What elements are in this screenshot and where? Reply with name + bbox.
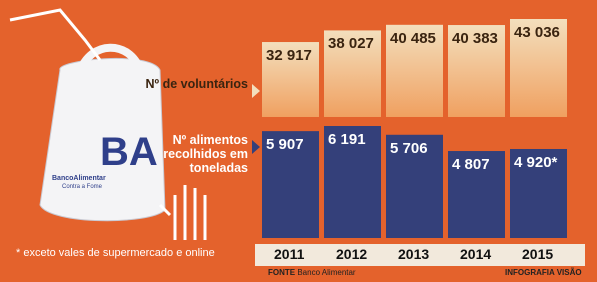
hand-drawing <box>160 185 205 240</box>
value-label: 38 027 <box>328 35 374 52</box>
value-label: 43 036 <box>514 24 560 41</box>
logo-tagline: Contra a Fome <box>62 184 102 190</box>
x-tick-label: 2015 <box>522 246 553 262</box>
value-label: 4 807 <box>452 156 490 173</box>
x-tick-label: 2013 <box>398 246 429 262</box>
infographic: BA Nº de voluntários Nº alimentos recolh… <box>0 0 597 282</box>
value-label: 4 920* <box>514 154 557 171</box>
source: FONTE Banco Alimentar <box>268 268 356 277</box>
x-tick-label: 2012 <box>336 246 367 262</box>
hand-drawing <box>10 10 100 60</box>
source-label: FONTE <box>268 268 295 277</box>
value-label: 32 917 <box>266 47 312 64</box>
x-tick-label: 2011 <box>274 246 304 262</box>
footnote: * exceto vales de supermercado e online <box>16 247 215 259</box>
pointer <box>252 140 260 154</box>
source-text: Banco Alimentar <box>297 268 355 277</box>
value-label: 6 191 <box>328 131 366 148</box>
value-label: 40 485 <box>390 30 436 47</box>
credit: INFOGRAFIA VISÃO <box>505 268 582 277</box>
series-label: Nº de voluntários <box>128 77 248 91</box>
series-label: Nº alimentos recolhidos em toneladas <box>128 133 248 175</box>
value-label: 5 706 <box>390 140 428 157</box>
value-label: 40 383 <box>452 30 498 47</box>
pointer <box>252 84 260 98</box>
logo-name: BancoAlimentar <box>52 175 106 182</box>
value-label: 5 907 <box>266 136 304 153</box>
x-tick-label: 2014 <box>460 246 491 262</box>
